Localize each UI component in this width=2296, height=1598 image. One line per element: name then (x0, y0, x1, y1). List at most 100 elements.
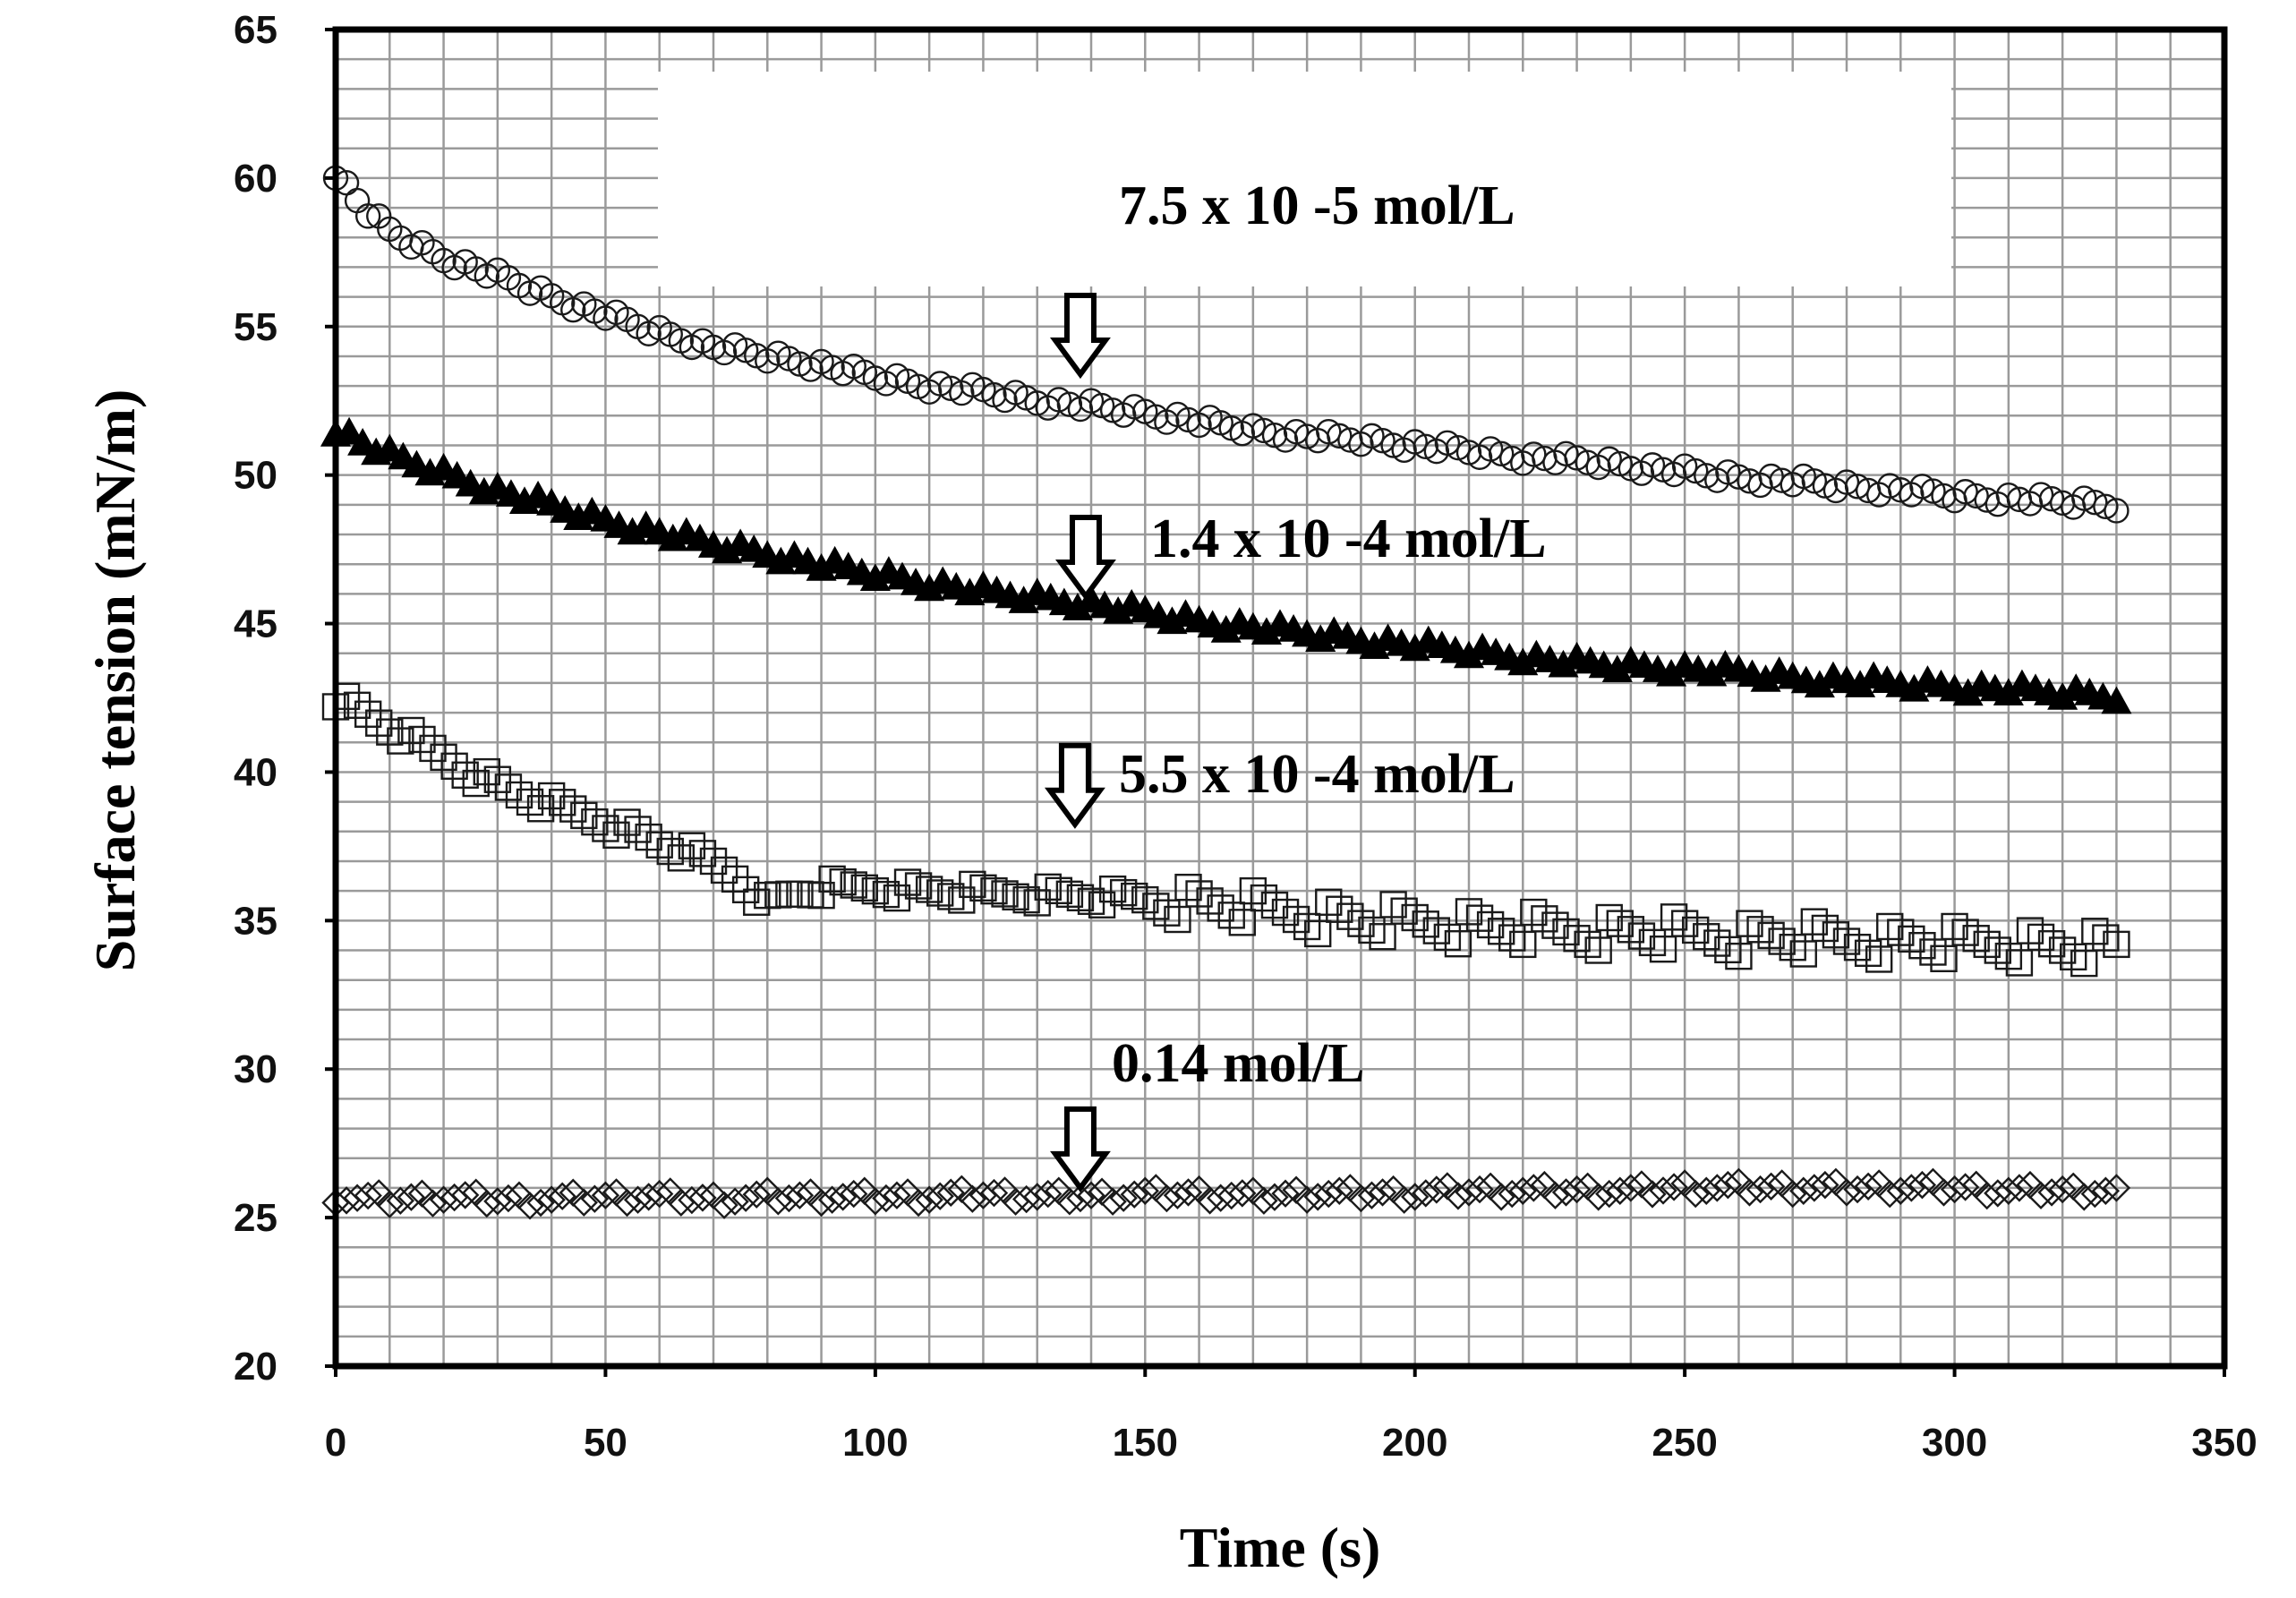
data-point (1444, 930, 1472, 958)
data-point (1293, 1185, 1321, 1214)
plot-area-frame (332, 26, 2228, 1370)
data-point (1649, 935, 1677, 963)
data-point (1066, 1184, 1095, 1213)
data-point (1207, 894, 1234, 922)
y-tick-label: 65 (234, 8, 277, 52)
data-point (1260, 891, 1289, 919)
data-point (354, 1181, 382, 1210)
data-point (1261, 423, 1288, 449)
data-point (537, 1185, 566, 1214)
data-point (418, 1189, 448, 1218)
data-point (387, 727, 414, 755)
down-arrow-icon (1050, 293, 1111, 380)
data-point (1790, 463, 1816, 490)
data-point (526, 1188, 555, 1218)
data-point (1888, 477, 1914, 503)
data-point (1389, 1185, 1419, 1214)
data-point (408, 725, 436, 754)
data-point (2037, 1178, 2066, 1207)
data-point (807, 1188, 836, 1218)
series-label: 0.14 mol/L (1112, 1033, 1364, 1094)
data-point (1196, 887, 1224, 915)
data-point (624, 816, 652, 843)
data-point (1174, 1178, 1203, 1207)
data-point (1477, 436, 1504, 462)
y-tick-label: 50 (234, 454, 277, 498)
data-point (904, 872, 933, 900)
x-tick-label: 100 (842, 1421, 908, 1465)
data-point (1098, 1187, 1127, 1216)
data-point (1250, 1186, 1278, 1215)
data-point (1908, 1170, 1937, 1200)
axes: 20 25 30 35 40 45 50 55 60 65 0 50 100 150 200 250 300 35… (234, 8, 2258, 1465)
data-point (2103, 930, 2130, 959)
data-point (343, 691, 371, 719)
data-point (1046, 387, 1072, 413)
data-point (960, 372, 986, 398)
data-point (2082, 489, 2108, 516)
data-point (861, 1187, 890, 1216)
data-point (1055, 880, 1084, 909)
data-point (1994, 1176, 2023, 1205)
data-point (1293, 912, 1321, 941)
data-point (1402, 429, 1428, 455)
data-point (1562, 1175, 1592, 1204)
data-point (1412, 1179, 1440, 1208)
data-point (850, 874, 878, 902)
data-point (634, 1183, 663, 1211)
data-point (635, 823, 662, 851)
data-point (743, 888, 771, 916)
data-point (1617, 456, 1644, 482)
data-point (1584, 936, 1612, 964)
data-point (1152, 1184, 1182, 1213)
data-point (2091, 1176, 2121, 1205)
data-point (991, 880, 1019, 908)
data-point (742, 1180, 771, 1209)
data-point (365, 709, 393, 737)
data-point (1800, 1174, 1829, 1202)
data-point (2005, 1174, 2034, 1202)
data-point (926, 1182, 954, 1210)
data-point (1303, 1183, 1332, 1211)
data-point (1433, 923, 1462, 952)
data-point (1726, 464, 1752, 490)
data-point (1370, 427, 1396, 454)
data-point (1509, 930, 1537, 959)
data-point (1952, 479, 1978, 505)
data-point (1703, 1174, 1732, 1202)
data-point (1649, 1176, 1677, 1205)
data-point (1909, 474, 1935, 500)
data-point (591, 1181, 620, 1209)
data-point (1564, 445, 1590, 471)
y-axis-title: Surface tension (mN/m) (83, 389, 147, 972)
data-point (1950, 1173, 1980, 1201)
data-point (1692, 1176, 1720, 1205)
data-point (818, 865, 846, 893)
data-point (1833, 469, 1860, 495)
data-point (354, 203, 381, 229)
data-point (1413, 433, 1438, 460)
data-point (1930, 944, 1958, 973)
data-point (2027, 1181, 2055, 1209)
data-point (915, 876, 943, 903)
data-point (1551, 1178, 1581, 1207)
x-axis-title: Time (s) (1180, 1516, 1381, 1579)
data-point (1638, 1180, 1667, 1209)
data-point (1122, 394, 1148, 420)
data-point (494, 1184, 523, 1213)
data-point (2102, 1174, 2131, 1202)
data-point (959, 870, 986, 899)
data-point (505, 781, 533, 809)
data-point (1024, 390, 1050, 416)
data-point (1055, 1187, 1084, 1216)
data-point (883, 1181, 911, 1209)
data-point (1488, 440, 1515, 466)
down-arrow-icon (1044, 742, 1105, 829)
data-point (1843, 1175, 1872, 1204)
data-point (926, 879, 954, 907)
data-point (1886, 1176, 1915, 1205)
data-point (2101, 686, 2132, 714)
data-point (1120, 1180, 1148, 1209)
data-point (1789, 1176, 1818, 1205)
data-point (710, 856, 738, 884)
